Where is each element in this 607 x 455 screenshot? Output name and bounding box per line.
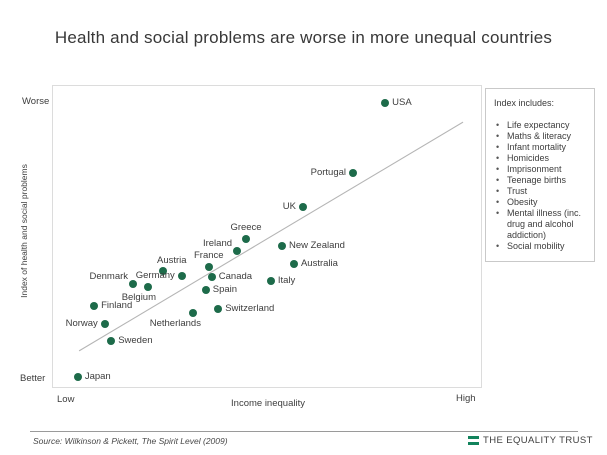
legend-item: Life expectancy xyxy=(494,120,588,131)
equality-trust-logo: THE EQUALITY TRUST xyxy=(468,435,593,446)
data-point-belgium xyxy=(144,283,153,292)
data-point-label-switzerland: Switzerland xyxy=(225,302,275,314)
data-point-label-belgium: Belgium xyxy=(121,292,157,304)
data-point-label-canada: Canada xyxy=(218,271,253,283)
data-point-italy xyxy=(266,277,275,286)
data-point-ireland xyxy=(233,246,242,255)
data-point-canada xyxy=(207,273,216,282)
data-point-label-usa: USA xyxy=(392,96,412,108)
data-point-label-uk: UK xyxy=(282,200,296,212)
data-point-label-sweden: Sweden xyxy=(118,334,153,346)
data-point-spain xyxy=(201,286,210,295)
legend-item: Obesity xyxy=(494,197,588,208)
x-axis-title: Income inequality xyxy=(231,398,305,409)
legend-item: Teenage births xyxy=(494,175,588,186)
equals-bars-icon xyxy=(468,436,479,445)
legend-item: Social mobility xyxy=(494,241,588,252)
data-point-label-spain: Spain xyxy=(212,284,238,296)
data-point-label-denmark: Denmark xyxy=(89,271,129,283)
chart-title: Health and social problems are worse in … xyxy=(54,28,553,47)
source-citation: Source: Wilkinson & Pickett, The Spirit … xyxy=(33,436,228,446)
legend-item: Homicides xyxy=(494,153,588,164)
data-point-label-austria: Austria xyxy=(156,255,187,267)
x-axis-right-label: High xyxy=(456,393,476,404)
legend-box: Index includes: Life expectancyMaths & l… xyxy=(485,88,595,262)
legend-item: Maths & literacy xyxy=(494,131,588,142)
data-point-norway xyxy=(100,320,109,329)
data-point-label-greece: Greece xyxy=(230,221,262,233)
data-point-label-germany: Germany xyxy=(135,269,175,281)
footer-divider xyxy=(30,431,578,432)
data-point-label-finland: Finland xyxy=(101,299,133,311)
data-point-usa xyxy=(381,98,390,107)
data-point-label-italy: Italy xyxy=(277,274,296,286)
logo-text: THE EQUALITY TRUST xyxy=(483,435,593,446)
data-point-new-zealand xyxy=(277,242,286,251)
data-point-label-netherlands: Netherlands xyxy=(149,317,201,329)
data-point-austria xyxy=(158,267,167,276)
data-point-label-new-zealand: New Zealand xyxy=(288,240,345,252)
legend-list: Life expectancyMaths & literacyInfant mo… xyxy=(494,120,588,252)
trend-line xyxy=(79,122,463,351)
data-point-switzerland xyxy=(214,305,223,314)
data-point-greece xyxy=(242,234,251,243)
legend-item: Mental illness (inc. drug and alcohol ad… xyxy=(494,208,588,241)
data-point-uk xyxy=(298,203,307,211)
plot-area: Japan Finland Norway Sweden Denmark Belgium Au… xyxy=(52,85,482,388)
data-point-france xyxy=(204,262,213,271)
trend-line-layer xyxy=(53,86,481,387)
data-point-portugal xyxy=(349,168,358,177)
y-axis-top-label: Worse xyxy=(22,96,50,107)
legend-item: Trust xyxy=(494,186,588,197)
data-point-denmark xyxy=(129,280,138,289)
data-point-australia xyxy=(289,259,298,268)
data-point-label-portugal: Portugal xyxy=(310,166,347,178)
y-axis-bottom-label: Better xyxy=(20,373,46,384)
data-point-finland xyxy=(90,302,99,311)
data-point-netherlands xyxy=(188,308,197,317)
data-point-label-france: France xyxy=(193,249,224,261)
legend-item: Imprisonment xyxy=(494,164,588,175)
x-axis-left-label: Low xyxy=(57,394,75,405)
data-point-label-japan: Japan xyxy=(84,371,111,383)
data-point-label-australia: Australia xyxy=(300,257,338,269)
data-point-label-norway: Norway xyxy=(65,318,98,330)
data-point-label-ireland: Ireland xyxy=(202,237,233,249)
legend-title: Index includes: xyxy=(494,98,555,108)
y-axis-title: Index of health and social problems xyxy=(19,164,29,298)
data-point-germany xyxy=(177,271,186,280)
data-point-sweden xyxy=(107,336,116,345)
data-point-japan xyxy=(73,373,82,382)
legend-item: Infant mortality xyxy=(494,142,588,153)
